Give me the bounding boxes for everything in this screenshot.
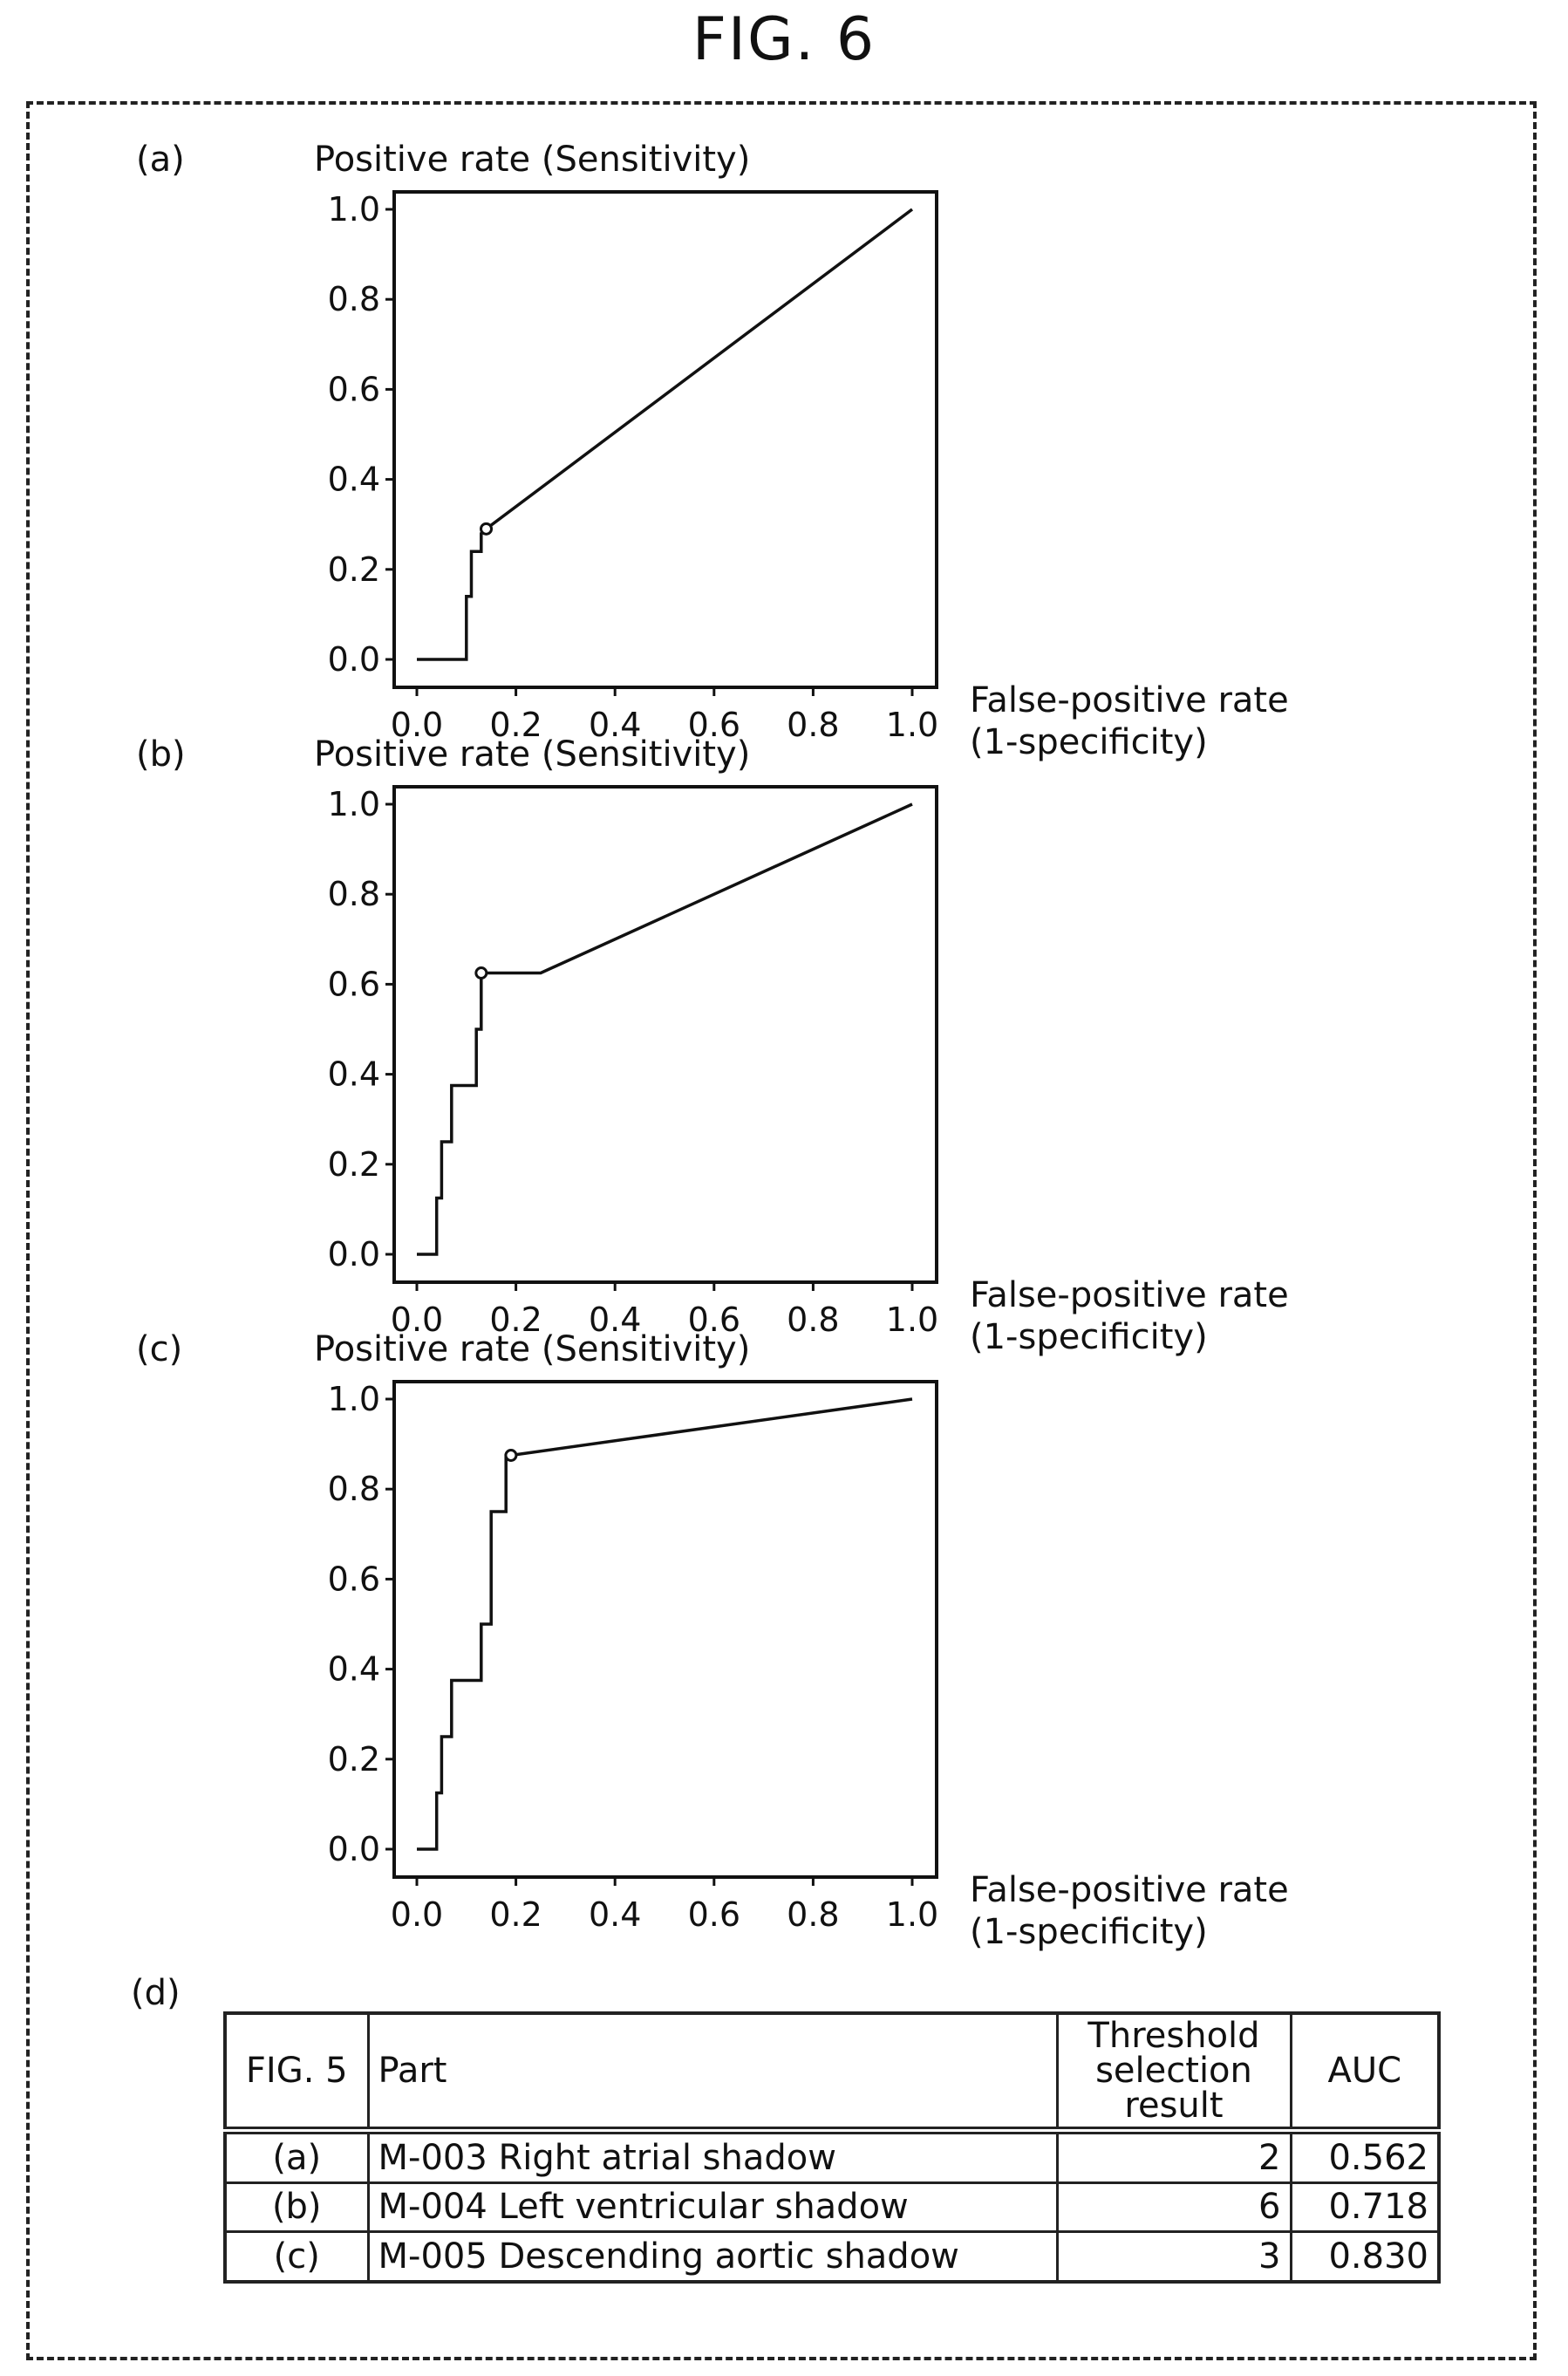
figure-frame [26,101,1537,2360]
y-tick-label: 0.4 [328,461,380,499]
x-tick-label: 0.0 [391,706,443,744]
y-axis-label: Positive rate (Sensitivity) [314,140,750,180]
x-tick-label: 0.0 [391,1895,443,1934]
x-tick-label: 0.6 [688,1301,740,1339]
panel-label: (c) [136,1329,182,1369]
x-tick-label: 0.2 [489,706,542,744]
roc-chart-b: (b) Positive rate (Sensitivity) False-po… [136,734,1289,1357]
plot-area: 0.0 0.2 0.4 0.6 0.8 1.0 0.0 0.2 0.4 0.6 0.8 1.0 [328,190,938,744]
x-tick-label: 0.6 [688,1895,740,1934]
x-tick-label: 1.0 [886,706,938,744]
table-header-row: FIG. 5 Part Threshold selection result A… [223,2011,1441,2134]
header-threshold: Threshold selection result [1055,2011,1292,2134]
header-part: Part [366,2011,1059,2134]
y-tick-label: 0.6 [328,1560,380,1598]
x-axis-sublabel: (1-specificity) [970,1912,1208,1952]
x-tick-label: 1.0 [886,1301,938,1339]
table-row: (c) M-005 Descending aortic shadow 3 0.8… [223,2230,1441,2284]
panel-label: (a) [136,140,185,180]
cell-fig: (c) [223,2230,370,2284]
y-tick-label: 0.4 [328,1650,380,1689]
header-auc: AUC [1289,2011,1441,2134]
y-tick-label: 0.8 [328,875,380,913]
y-tick-label: 0.6 [328,965,380,1003]
y-tick-label: 0.0 [328,640,380,679]
cell-auc: 0.830 [1289,2230,1441,2284]
plot-frame [392,1380,938,1879]
x-axis-label: False-positive rate [970,680,1289,720]
x-axis-sublabel: (1-specificity) [970,722,1208,762]
header-fig: FIG. 5 [223,2011,370,2134]
x-tick-label: 0.2 [489,1895,542,1934]
roc-curve [417,802,913,1256]
x-tick-label: 0.4 [589,1301,641,1339]
plot-area: 0.0 0.2 0.4 0.6 0.8 1.0 0.0 0.2 0.4 0.6 0.8 1.0 [328,1380,938,1934]
figure-title: FIG. 6 [692,5,876,74]
x-axis-sublabel: (1-specificity) [970,1317,1208,1357]
x-tick-label: 0.6 [688,706,740,744]
y-tick-label: 0.2 [328,550,380,589]
plot-frame [392,190,938,689]
x-tick-label: 0.8 [787,1301,839,1339]
cell-threshold: 2 [1055,2128,1292,2184]
y-tick-label: 0.8 [328,280,380,318]
y-tick-label: 0.2 [328,1145,380,1184]
roc-curve [417,208,914,661]
y-tick-label: 1.0 [328,785,380,823]
cell-threshold: 6 [1055,2181,1292,2234]
panel-label: (d) [131,1973,181,2013]
cell-threshold: 3 [1055,2230,1292,2284]
roc-curve [417,1397,913,1851]
cell-part: M-004 Left ventricular shadow [366,2181,1059,2234]
cell-auc: 0.562 [1289,2128,1441,2184]
plot-area: 0.0 0.2 0.4 0.6 0.8 1.0 0.0 0.2 0.4 0.6 0.8 1.0 [328,785,938,1339]
x-tick-label: 0.8 [787,706,839,744]
threshold-auc-table: FIG. 5 Part Threshold selection result A… [223,2011,1441,2284]
threshold-marker [480,522,494,536]
panel-label: (b) [136,734,186,775]
y-tick-label: 1.0 [328,190,380,229]
x-tick-label: 0.2 [489,1301,542,1339]
x-tick-label: 0.8 [787,1895,839,1934]
y-tick-label: 0.0 [328,1830,380,1868]
roc-chart-c: (c) Positive rate (Sensitivity) False-po… [136,1329,1289,1952]
cell-part: M-005 Descending aortic shadow [366,2230,1059,2284]
roc-chart-a: (a) Positive rate (Sensitivity) False-po… [136,140,1289,762]
x-axis-label: False-positive rate [970,1275,1289,1315]
y-tick-label: 1.0 [328,1380,380,1418]
table-row: (b) M-004 Left ventricular shadow 6 0.71… [223,2181,1441,2234]
y-tick-label: 0.6 [328,370,380,408]
x-tick-label: 0.4 [589,1895,641,1934]
y-tick-label: 0.4 [328,1055,380,1094]
x-tick-label: 1.0 [886,1895,938,1934]
threshold-marker [504,1449,518,1462]
threshold-marker [474,966,488,980]
y-axis-label: Positive rate (Sensitivity) [314,1329,750,1369]
table-row: (a) M-003 Right atrial shadow 2 0.562 [223,2128,1441,2184]
cell-auc: 0.718 [1289,2181,1441,2234]
y-axis-label: Positive rate (Sensitivity) [314,734,750,775]
plot-frame [392,785,938,1284]
cell-part: M-003 Right atrial shadow [366,2128,1059,2184]
x-tick-label: 0.4 [589,706,641,744]
cell-fig: (a) [223,2128,370,2184]
x-tick-label: 0.0 [391,1301,443,1339]
cell-fig: (b) [223,2181,370,2234]
x-axis-label: False-positive rate [970,1870,1289,1910]
y-tick-label: 0.2 [328,1740,380,1779]
y-tick-label: 0.8 [328,1470,380,1508]
y-tick-label: 0.0 [328,1235,380,1273]
